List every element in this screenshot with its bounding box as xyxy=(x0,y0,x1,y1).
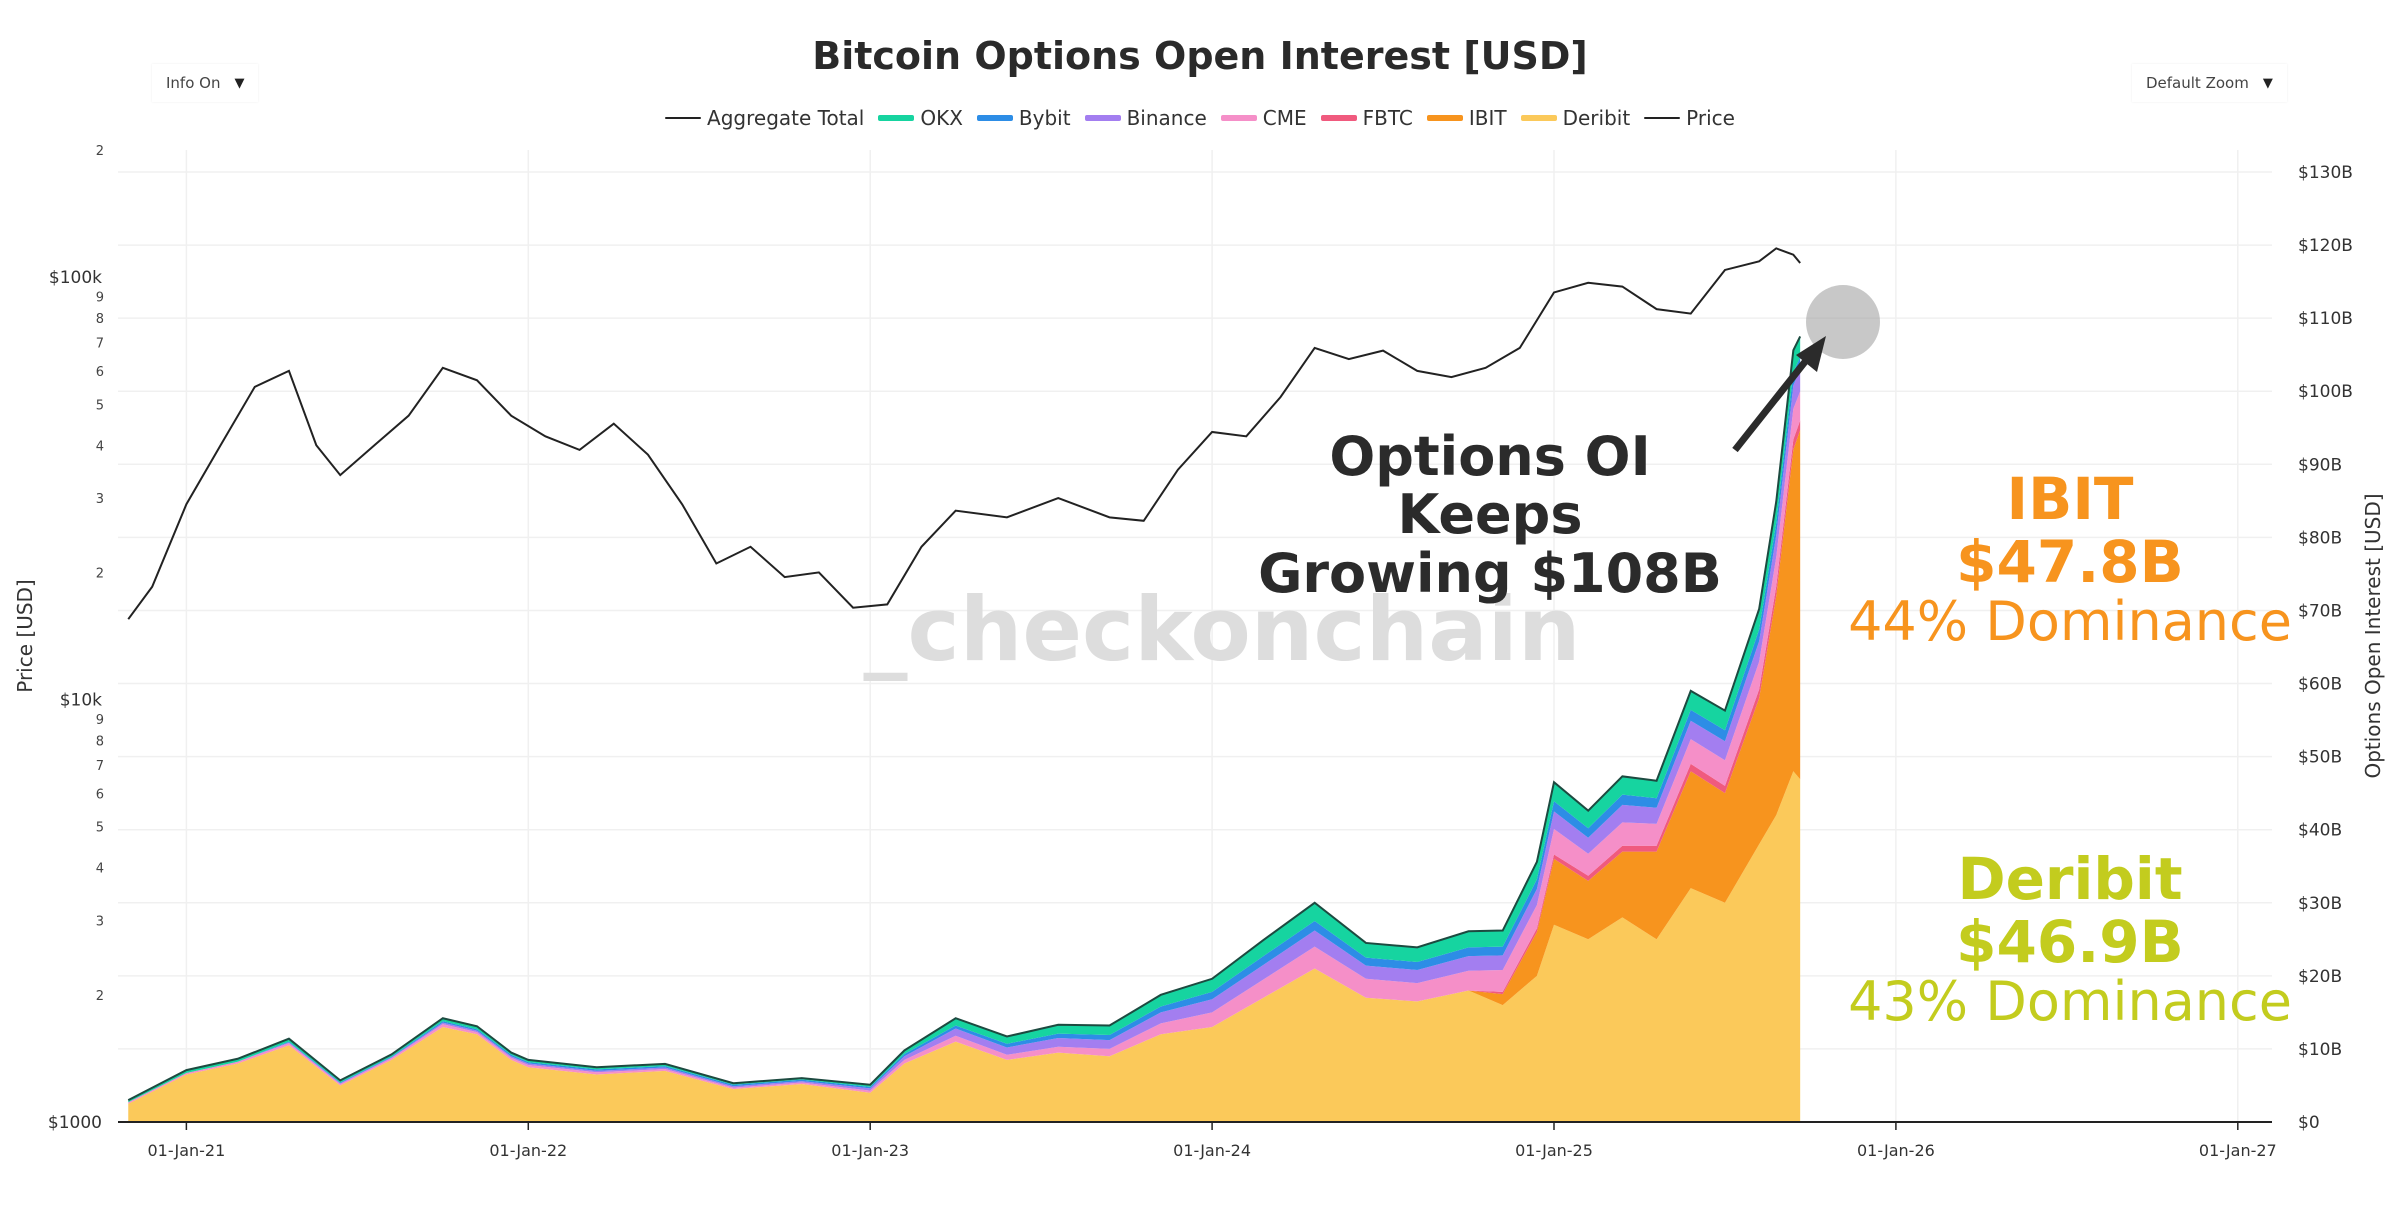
zoom-dropdown[interactable]: Default Zoom ▼ xyxy=(2132,64,2287,102)
legend-item-fbtc[interactable]: FBTC xyxy=(1320,106,1413,130)
y-left-major-tick-label: $100k xyxy=(49,268,102,288)
y-left-minor-tick-label: 4 xyxy=(96,862,104,877)
chart-legend: Aggregate Total OKX Bybit Binance CME FBTC IBI… xyxy=(0,106,2400,130)
x-tick-label: 01-Jan-26 xyxy=(1857,1141,1935,1160)
legend-item-ibit[interactable]: IBIT xyxy=(1426,106,1507,130)
y-right-tick-label: $40B xyxy=(2298,821,2342,841)
y-left-minor-tick-label: 2 xyxy=(96,989,104,1004)
chevron-down-icon: ▼ xyxy=(2262,75,2273,91)
legend-label: Bybit xyxy=(1018,106,1071,130)
legend-swatch xyxy=(1520,115,1557,121)
y-left-minor-tick-label: 8 xyxy=(96,312,104,327)
x-tick-label: 01-Jan-24 xyxy=(1173,1141,1251,1160)
legend-label: Price xyxy=(1686,106,1735,130)
legend-item-okx[interactable]: OKX xyxy=(878,106,963,130)
y-left-minor-tick-label: 2 xyxy=(96,144,104,159)
info-dropdown-label: Info On xyxy=(166,74,221,92)
y-left-axis-title: Price [USD] xyxy=(13,579,37,693)
y-left-major-tick-label: $10k xyxy=(60,691,102,711)
y-right-tick-label: $80B xyxy=(2298,528,2342,548)
y-left-minor-tick-label: 3 xyxy=(96,914,104,929)
y-right-tick-label: $20B xyxy=(2298,967,2342,987)
ibit-dominance: 44% Dominance xyxy=(1848,590,2292,654)
legend-swatch xyxy=(878,115,915,121)
oi-areas xyxy=(128,336,1801,1122)
legend-label: IBIT xyxy=(1468,106,1507,130)
legend-item-bybit[interactable]: Bybit xyxy=(976,106,1071,130)
ibit-annotation: IBIT $47.8B 44% Dominance xyxy=(1845,468,2295,652)
y-left-minor-tick-label: 9 xyxy=(96,290,104,305)
legend-item-aggregate-total[interactable]: Aggregate Total xyxy=(665,106,864,130)
y-left-minor-tick-label: 9 xyxy=(96,713,104,728)
headline-line-1: Options OI Keeps xyxy=(1329,425,1651,547)
x-tick-label: 01-Jan-21 xyxy=(147,1141,225,1160)
y-right-tick-label: $90B xyxy=(2298,455,2342,475)
headline-annotation: Options OI Keeps Growing $108B xyxy=(1240,425,1740,605)
legend-swatch xyxy=(665,117,702,119)
legend-swatch xyxy=(976,115,1013,121)
y-left-minor-tick-label: 5 xyxy=(96,821,104,836)
y-left-minor-tick-label: 4 xyxy=(96,439,104,454)
legend-label: Deribit xyxy=(1562,106,1631,130)
legend-swatch xyxy=(1644,117,1681,119)
callout-arrow-head xyxy=(1796,336,1826,372)
y-right-tick-label: $130B xyxy=(2298,163,2353,183)
y-left-minor-tick-label: 8 xyxy=(96,735,104,750)
chart-title: Bitcoin Options Open Interest [USD] xyxy=(812,34,1588,78)
y-left-minor-tick-label: 6 xyxy=(96,787,104,802)
y-right-tick-label: $110B xyxy=(2298,309,2353,329)
deribit-dominance: 43% Dominance xyxy=(1848,970,2292,1034)
y-left-minor-tick-label: 7 xyxy=(96,337,104,352)
x-tick-label: 01-Jan-23 xyxy=(831,1141,909,1160)
price-line xyxy=(127,247,1801,620)
legend-item-price[interactable]: Price xyxy=(1644,106,1735,130)
y-left-minor-tick-label: 3 xyxy=(96,492,104,507)
y-right-axis-title: Options Open Interest [USD] xyxy=(2361,493,2385,778)
aggregate-total-line xyxy=(127,335,1802,1101)
ibit-name: IBIT xyxy=(2006,465,2134,533)
info-dropdown[interactable]: Info On ▼ xyxy=(152,64,259,102)
legend-item-deribit[interactable]: Deribit xyxy=(1520,106,1631,130)
legend-item-cme[interactable]: CME xyxy=(1220,106,1307,130)
y-left-minor-tick-label: 2 xyxy=(96,566,104,581)
y-left-minor-tick-label: 7 xyxy=(96,759,104,774)
y-right-tick-label: $30B xyxy=(2298,894,2342,914)
y-right-tick-label: $50B xyxy=(2298,748,2342,768)
legend-item-binance[interactable]: Binance xyxy=(1084,106,1207,130)
y-left-minor-tick-label: 6 xyxy=(96,365,104,380)
highlight-callout xyxy=(1732,285,1880,453)
y-right-tick-label: $60B xyxy=(2298,675,2342,695)
y-right-tick-label: $120B xyxy=(2298,236,2353,256)
legend-label: CME xyxy=(1262,106,1307,130)
y-right-tick-label: $100B xyxy=(2298,382,2353,402)
legend-label: FBTC xyxy=(1362,106,1413,130)
ibit-value: $47.8B xyxy=(1956,527,2184,596)
zoom-dropdown-label: Default Zoom xyxy=(2146,74,2249,92)
legend-swatch xyxy=(1084,115,1121,121)
y-right-tick-label: $0 xyxy=(2298,1113,2320,1133)
headline-line-2: Growing $108B xyxy=(1258,541,1722,605)
y-left-minor-tick-label: 5 xyxy=(96,398,104,413)
x-tick-label: 01-Jan-25 xyxy=(1515,1141,1593,1160)
area-deribit xyxy=(128,771,1801,1122)
legend-swatch xyxy=(1320,115,1357,121)
deribit-annotation: Deribit $46.9B 43% Dominance xyxy=(1845,848,2295,1032)
x-tick-label: 01-Jan-22 xyxy=(489,1141,567,1160)
watermark: _checkonchain xyxy=(864,578,1581,681)
deribit-value: $46.9B xyxy=(1956,907,2184,976)
chevron-down-icon: ▼ xyxy=(234,75,245,91)
deribit-name: Deribit xyxy=(1957,845,2183,913)
legend-label: Binance xyxy=(1126,106,1207,130)
legend-label: Aggregate Total xyxy=(707,106,865,130)
y-right-tick-label: $10B xyxy=(2298,1040,2342,1060)
callout-arrow-shaft xyxy=(1732,355,1811,453)
y-right-tick-label: $70B xyxy=(2298,601,2342,621)
axes: 01-Jan-21 01-Jan-22 01-Jan-23 01-Jan-24 01-J… xyxy=(13,144,2385,1160)
legend-swatch xyxy=(1426,115,1463,121)
legend-swatch xyxy=(1220,115,1257,121)
x-tick-label: 01-Jan-27 xyxy=(2199,1141,2277,1160)
y-left-major-tick-label: $1000 xyxy=(48,1113,102,1133)
legend-label: OKX xyxy=(920,106,963,130)
